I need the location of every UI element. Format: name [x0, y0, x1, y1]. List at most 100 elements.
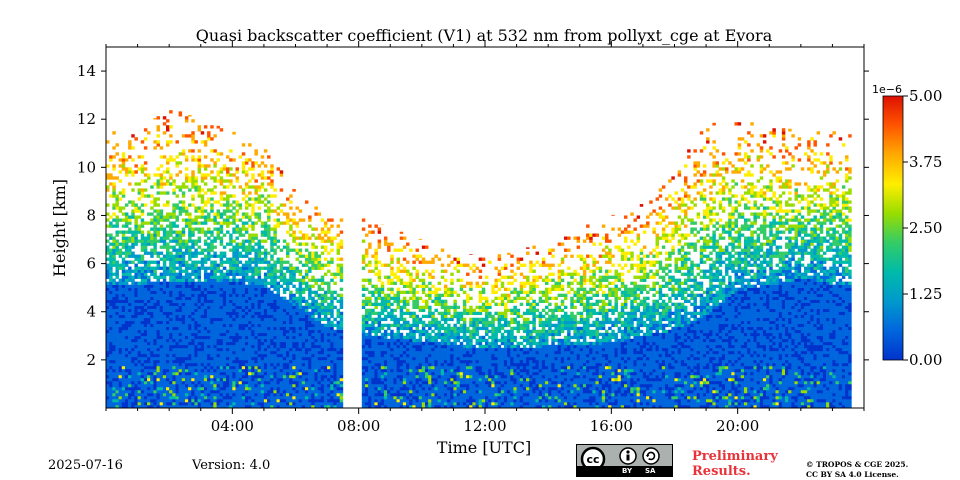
- heatmap-cell: [378, 279, 381, 282]
- heatmap-cell: [314, 390, 317, 393]
- heatmap-cell: [153, 200, 156, 203]
- heatmap-cell: [226, 294, 229, 297]
- heatmap-cell: [305, 282, 308, 285]
- heatmap-cell: [226, 276, 229, 279]
- heatmap-cell: [223, 348, 226, 351]
- heatmap-cell: [226, 378, 229, 381]
- heatmap-cell: [289, 393, 292, 396]
- heatmap-cell: [134, 255, 137, 258]
- heatmap-cell: [321, 345, 324, 348]
- heatmap-cell: [179, 243, 182, 246]
- heatmap-cell: [150, 261, 153, 264]
- heatmap-cell: [119, 396, 122, 399]
- heatmap-cell: [368, 333, 371, 336]
- heatmap-cell: [160, 399, 163, 402]
- heatmap-cell: [261, 309, 264, 312]
- heatmap-cell: [109, 339, 112, 342]
- heatmap-cell: [147, 309, 150, 312]
- heatmap-cell: [217, 212, 220, 215]
- heatmap-cell: [330, 396, 333, 399]
- heatmap-cell: [264, 203, 267, 206]
- heatmap-cell: [374, 357, 377, 360]
- heatmap-cell: [179, 258, 182, 261]
- heatmap-cell: [188, 372, 191, 375]
- heatmap-cell: [175, 273, 178, 276]
- heatmap-cell: [217, 255, 220, 258]
- heatmap-cell: [220, 270, 223, 273]
- heatmap-cell: [289, 297, 292, 300]
- heatmap-cell: [311, 339, 314, 342]
- heatmap-cell: [125, 306, 128, 309]
- heatmap-cell: [226, 261, 229, 264]
- heatmap-cell: [251, 339, 254, 342]
- heatmap-cell: [270, 228, 273, 231]
- heatmap-cell: [286, 300, 289, 303]
- heatmap-cell: [254, 327, 257, 330]
- heatmap-cell: [185, 167, 188, 170]
- heatmap-cell: [134, 363, 137, 366]
- heatmap-cell: [299, 315, 302, 318]
- heatmap-cell: [264, 176, 267, 179]
- heatmap-cell: [308, 294, 311, 297]
- heatmap-cell: [340, 300, 343, 303]
- heatmap-cell: [280, 318, 283, 321]
- heatmap-cell: [378, 363, 381, 366]
- heatmap-cell: [308, 297, 311, 300]
- heatmap-cell: [232, 351, 235, 354]
- heatmap-cell: [292, 387, 295, 390]
- heatmap-cell: [239, 309, 242, 312]
- heatmap-cell: [207, 197, 210, 200]
- heatmap-cell: [112, 167, 115, 170]
- heatmap-cell: [210, 387, 213, 390]
- heatmap-cell: [258, 312, 261, 315]
- heatmap-cell: [340, 279, 343, 282]
- heatmap-cell: [245, 182, 248, 185]
- heatmap-cell: [226, 357, 229, 360]
- heatmap-cell: [267, 330, 270, 333]
- heatmap-cell: [198, 185, 201, 188]
- heatmap-cell: [166, 203, 169, 206]
- heatmap-cell: [311, 327, 314, 330]
- heatmap-cell: [324, 384, 327, 387]
- heatmap-cell: [188, 396, 191, 399]
- heatmap-cell: [175, 318, 178, 321]
- heatmap-cell: [172, 255, 175, 258]
- heatmap-cell: [220, 342, 223, 345]
- heatmap-cell: [106, 384, 109, 387]
- heatmap-cell: [166, 231, 169, 234]
- heatmap-cell: [153, 324, 156, 327]
- heatmap-cell: [188, 273, 191, 276]
- heatmap-cell: [248, 348, 251, 351]
- heatmap-cell: [138, 306, 141, 309]
- heatmap-cell: [368, 318, 371, 321]
- heatmap-cell: [175, 375, 178, 378]
- heatmap-cell: [368, 336, 371, 339]
- heatmap-cell: [286, 249, 289, 252]
- heatmap-cell: [273, 357, 276, 360]
- heatmap-cell: [235, 300, 238, 303]
- heatmap-cell: [296, 384, 299, 387]
- heatmap-cell: [264, 240, 267, 243]
- heatmap-cell: [223, 399, 226, 402]
- heatmap-cell: [365, 375, 368, 378]
- heatmap-cell: [128, 200, 131, 203]
- heatmap-cell: [258, 282, 261, 285]
- heatmap-cell: [125, 294, 128, 297]
- heatmap-cell: [302, 288, 305, 291]
- heatmap-cell: [134, 378, 137, 381]
- heatmap-cell: [337, 270, 340, 273]
- heatmap-cell: [330, 387, 333, 390]
- heatmap-cell: [163, 315, 166, 318]
- heatmap-cell: [112, 243, 115, 246]
- heatmap-cell: [261, 387, 264, 390]
- heatmap-cell: [242, 399, 245, 402]
- heatmap-cell: [112, 155, 115, 158]
- heatmap-cell: [305, 261, 308, 264]
- heatmap-cell: [125, 221, 128, 224]
- heatmap-cell: [125, 212, 128, 215]
- heatmap-cell: [213, 327, 216, 330]
- heatmap-cell: [308, 318, 311, 321]
- heatmap-cell: [106, 402, 109, 405]
- heatmap-cell: [198, 267, 201, 270]
- heatmap-cell: [115, 324, 118, 327]
